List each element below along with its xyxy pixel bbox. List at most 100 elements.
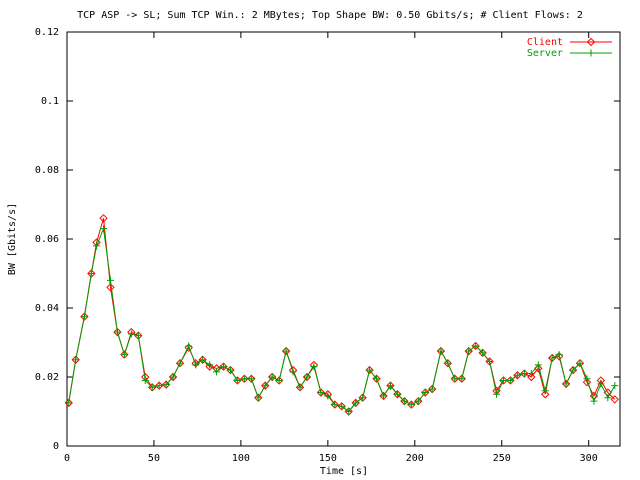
point <box>458 375 466 383</box>
point <box>324 392 332 400</box>
point <box>289 368 297 376</box>
point <box>554 352 564 361</box>
point <box>220 363 228 371</box>
y-tick-label: 0.12 <box>35 27 59 38</box>
point <box>345 408 353 415</box>
point <box>541 390 550 399</box>
point <box>465 347 473 355</box>
point <box>155 382 163 390</box>
point <box>520 370 528 378</box>
point <box>359 394 367 402</box>
point <box>106 283 115 292</box>
point <box>141 376 149 384</box>
point <box>541 387 549 395</box>
point <box>106 276 114 284</box>
point <box>192 361 200 369</box>
point <box>373 375 381 383</box>
point <box>261 382 269 390</box>
point <box>414 397 422 405</box>
point <box>282 347 290 355</box>
y-tick-label: 0.1 <box>41 96 59 107</box>
point <box>513 371 521 379</box>
point <box>296 383 304 391</box>
point <box>247 375 255 383</box>
point <box>386 382 394 390</box>
point <box>527 372 536 382</box>
point <box>169 373 177 381</box>
chart-title: TCP ASP -> SL; Sum TCP Win.: 2 MBytes; T… <box>77 10 583 21</box>
point <box>127 330 135 338</box>
x-tick-label: 50 <box>148 453 160 464</box>
point <box>93 242 101 250</box>
point <box>148 383 156 391</box>
point <box>80 313 88 321</box>
point <box>317 389 325 397</box>
point <box>493 390 501 398</box>
point <box>205 362 214 371</box>
point <box>185 342 193 350</box>
point <box>506 376 514 384</box>
point <box>240 375 248 383</box>
point <box>268 373 276 381</box>
point <box>275 376 283 384</box>
point <box>72 356 80 364</box>
point <box>65 399 73 407</box>
point <box>338 402 346 410</box>
point <box>590 397 598 405</box>
legend-marker <box>586 37 596 47</box>
x-tick-label: 0 <box>64 453 70 464</box>
point <box>451 375 459 383</box>
y-tick-label: 0 <box>53 441 59 452</box>
point <box>176 359 184 367</box>
legend-marker <box>587 49 595 57</box>
point <box>400 397 408 405</box>
point <box>379 392 387 400</box>
point <box>555 351 563 359</box>
point <box>134 332 142 340</box>
point <box>407 401 415 409</box>
x-tick-label: 200 <box>406 453 424 464</box>
point <box>254 394 262 402</box>
point <box>437 347 445 355</box>
point <box>331 401 339 409</box>
point <box>499 376 507 384</box>
x-tick-label: 250 <box>493 453 511 464</box>
point <box>428 385 436 393</box>
point <box>610 395 619 404</box>
point <box>472 342 480 350</box>
point <box>226 366 234 374</box>
point <box>184 343 193 352</box>
point <box>582 377 592 387</box>
point <box>303 373 311 381</box>
point <box>479 349 487 357</box>
legend-label: Server <box>527 48 563 59</box>
point <box>611 382 619 390</box>
y-tick-label: 0.02 <box>35 372 59 383</box>
point <box>486 357 494 365</box>
point <box>213 368 221 376</box>
x-tick-label: 100 <box>232 453 250 464</box>
point <box>87 270 95 277</box>
point <box>99 214 108 223</box>
point <box>604 394 612 402</box>
point <box>199 356 207 364</box>
y-tick-label: 0.08 <box>35 165 59 176</box>
point <box>597 380 605 388</box>
y-tick-label: 0.06 <box>35 234 59 245</box>
y-tick-label: 0.04 <box>35 303 59 314</box>
point <box>393 390 401 398</box>
point <box>233 376 241 384</box>
point <box>569 366 577 374</box>
point <box>113 328 121 336</box>
x-tick-label: 300 <box>580 453 598 464</box>
point <box>421 389 429 397</box>
point <box>534 361 542 369</box>
x-tick-label: 150 <box>319 453 337 464</box>
point <box>206 361 214 369</box>
point <box>310 363 318 371</box>
point <box>444 359 452 367</box>
point <box>576 359 584 367</box>
